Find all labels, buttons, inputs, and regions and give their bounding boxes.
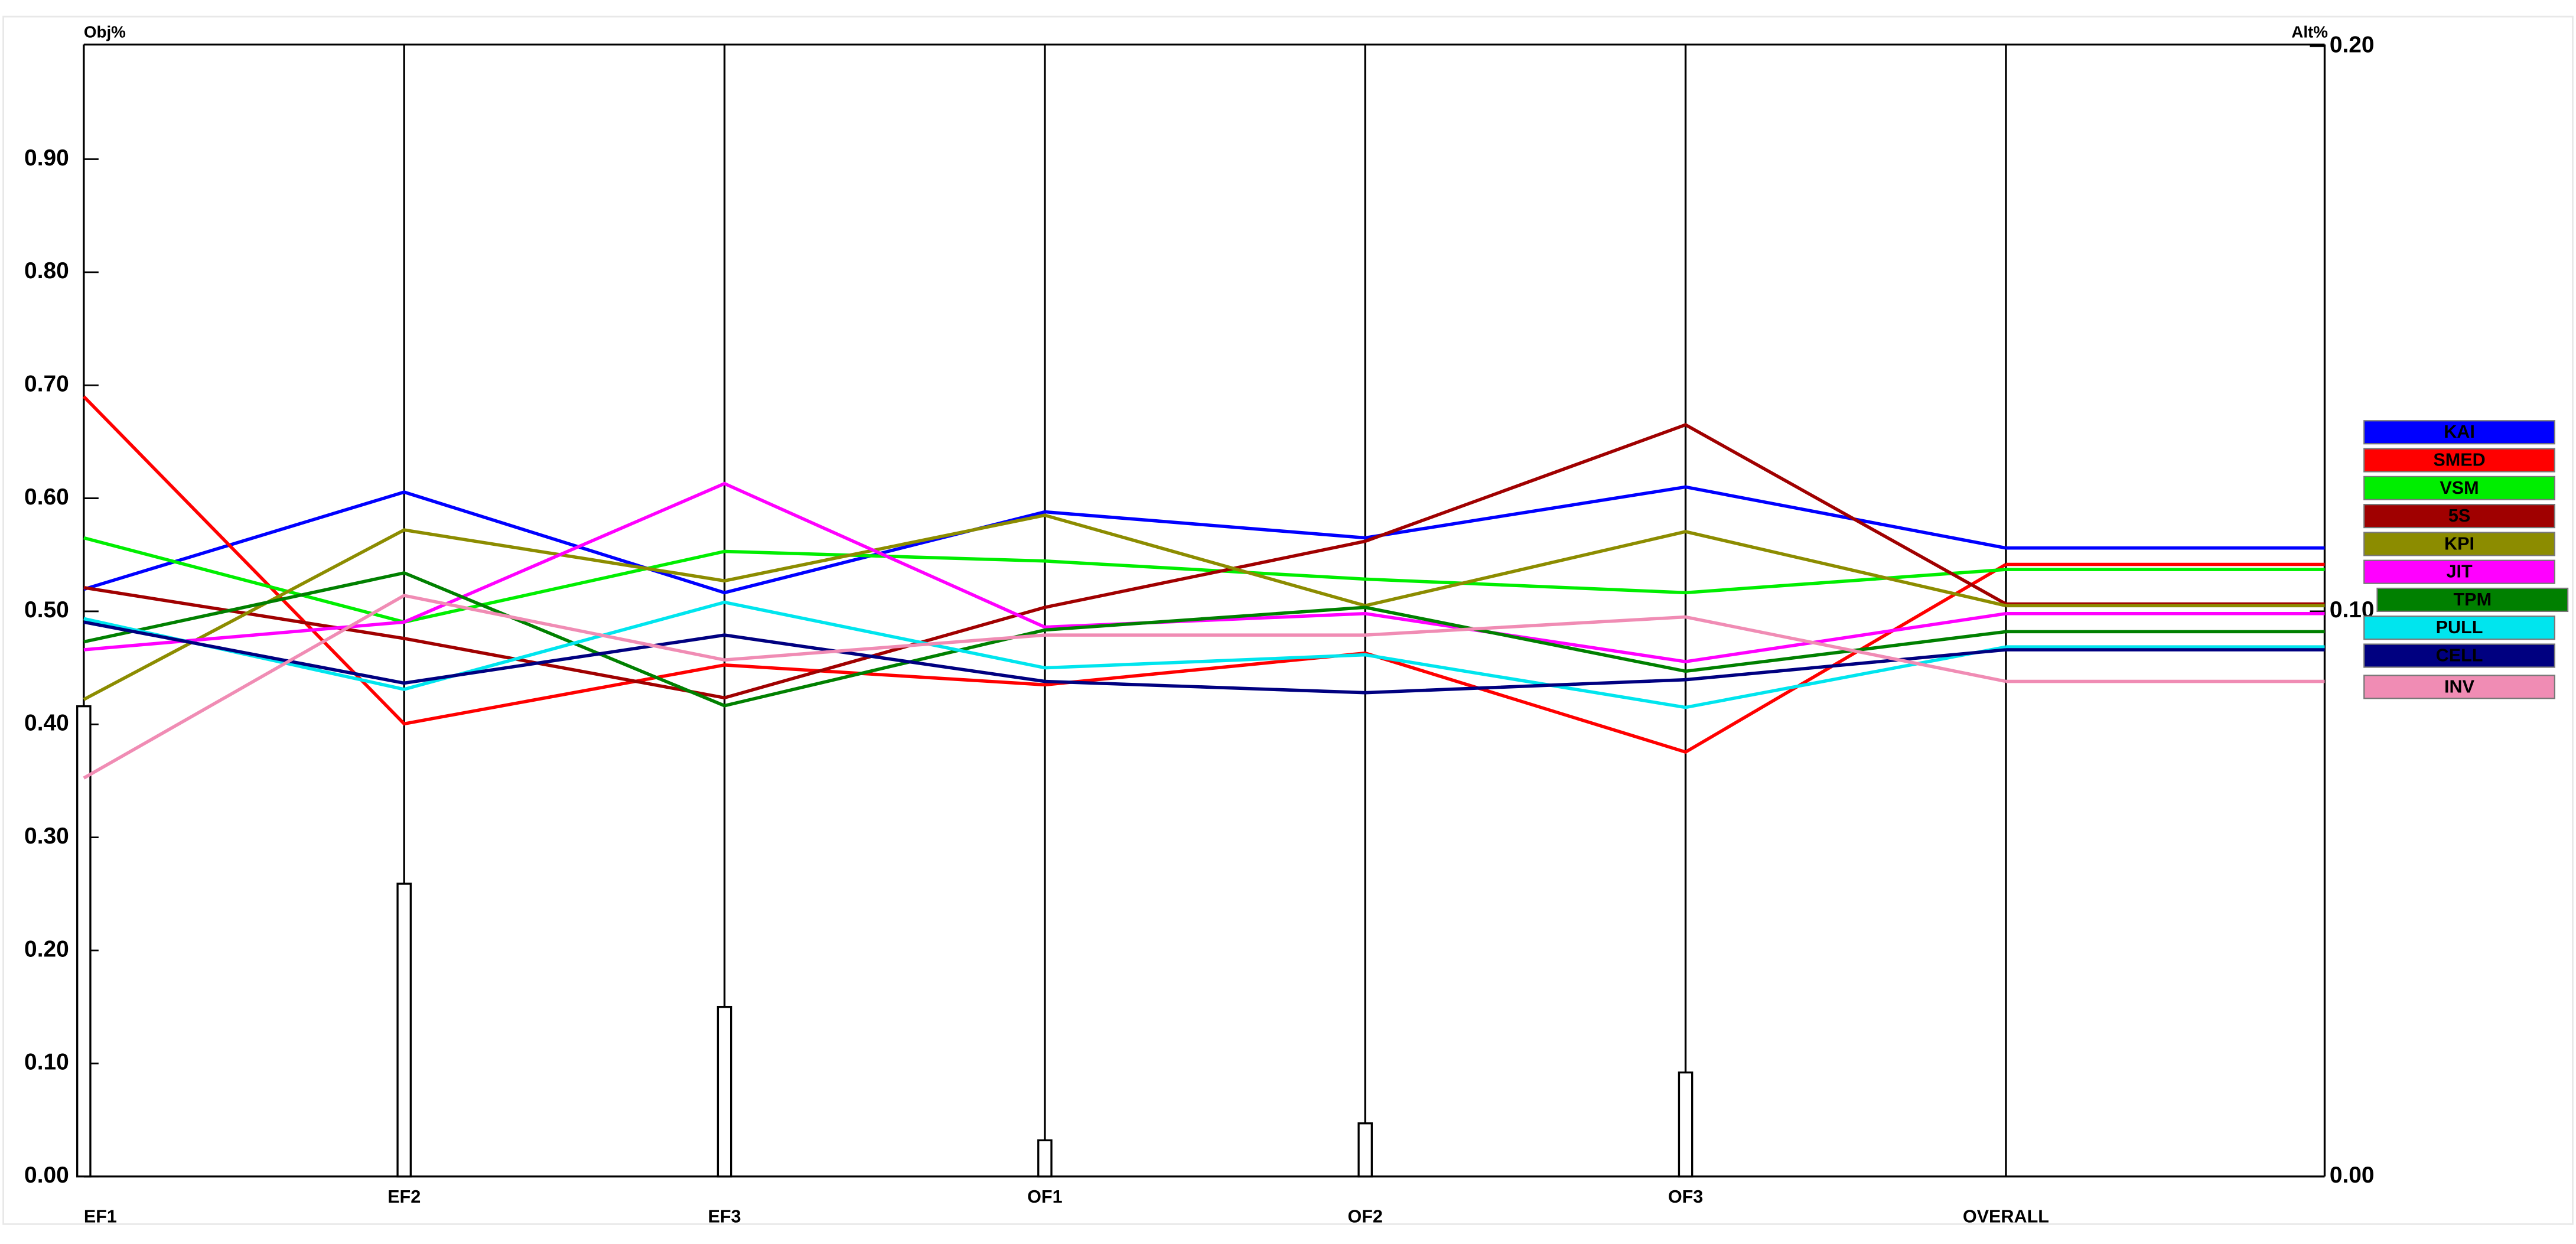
legend-swatch: [2376, 587, 2569, 613]
y2-axis-label: Alt%: [2291, 22, 2328, 41]
objective-bar: [76, 705, 92, 1178]
x-tick-label: OF3: [1668, 1187, 1703, 1207]
objective-bar: [1357, 1122, 1373, 1178]
y-tick-label: 0.30: [24, 823, 69, 849]
x-tick-label: EF3: [708, 1206, 741, 1226]
legend-swatch: [2363, 420, 2555, 445]
legend-label: KPI: [2444, 533, 2474, 553]
legend-swatch: [2363, 448, 2555, 473]
legend-label: CELL: [2436, 645, 2483, 665]
objective-bar: [1678, 1071, 1694, 1178]
x-tick-label: OVERALL: [1963, 1206, 2049, 1226]
legend-swatch: [2363, 643, 2555, 668]
y-tick-label: 0.00: [24, 1162, 69, 1188]
series-line: [83, 481, 2007, 663]
y2-tick-label: 0.20: [2330, 32, 2375, 57]
series-line: [83, 620, 2007, 695]
legend-label: PULL: [2436, 617, 2483, 637]
y-tick-label: 0.50: [24, 597, 69, 623]
legend-label: TPM: [2454, 590, 2492, 610]
x-tick-label: OF1: [1027, 1187, 1062, 1207]
series-line: [83, 423, 2007, 700]
series-line: [83, 571, 2007, 708]
objective-bar: [396, 882, 412, 1178]
y-tick-label: 0.80: [24, 258, 69, 284]
legend-swatch: [2363, 532, 2555, 556]
series-line: [82, 395, 2007, 754]
series-line: [83, 485, 2007, 595]
legend-swatch: [2363, 616, 2555, 640]
objective-bar: [1037, 1139, 1053, 1178]
y-tick-label: 0.90: [24, 145, 69, 171]
legend-swatch: [2363, 504, 2555, 529]
legend-label: INV: [2444, 676, 2475, 696]
y-axis-label: Obj%: [84, 22, 126, 41]
x-tick-label: OF2: [1347, 1206, 1382, 1226]
y2-tick-label: 0.00: [2330, 1162, 2375, 1188]
x-tick-label: EF1: [84, 1206, 117, 1226]
x-tick-label: EF2: [387, 1187, 421, 1207]
legend-label: KAI: [2444, 422, 2475, 442]
legend-label: VSM: [2440, 478, 2479, 498]
legend-swatch: [2363, 559, 2555, 584]
y-tick-label: 0.60: [24, 484, 69, 510]
y-tick-label: 0.40: [24, 711, 69, 736]
series-line: [83, 513, 2007, 701]
legend-label: SMED: [2433, 450, 2485, 470]
objective-bar: [717, 1005, 732, 1178]
y-tick-label: 0.70: [24, 372, 69, 397]
legend-label: 5S: [2448, 506, 2470, 526]
series-line: [83, 594, 2007, 780]
frame: [2, 15, 2574, 1225]
y-tick-label: 0.10: [24, 1050, 69, 1075]
legend-label: JIT: [2446, 562, 2473, 582]
legend-swatch: [2363, 476, 2555, 500]
series-line: [83, 600, 2007, 709]
y-tick-label: 0.20: [24, 936, 69, 962]
legend-swatch: [2363, 675, 2555, 699]
